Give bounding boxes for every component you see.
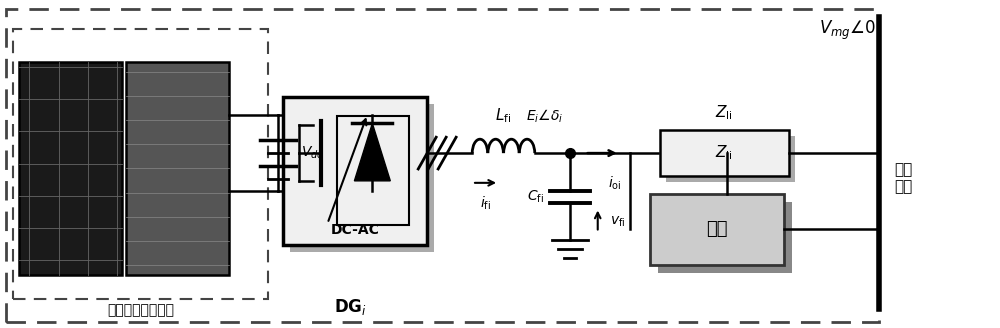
- Text: $v_{\mathrm{fi}}$: $v_{\mathrm{fi}}$: [610, 214, 625, 229]
- Text: $Z_{\mathrm{li}}$: $Z_{\mathrm{li}}$: [715, 144, 733, 162]
- Bar: [658, 202, 792, 273]
- Bar: [660, 130, 789, 176]
- Text: $C_{\mathrm{fi}}$: $C_{\mathrm{fi}}$: [527, 189, 544, 205]
- Text: 加载: 加载: [706, 220, 728, 238]
- Text: 交流
每线: 交流 每线: [894, 162, 912, 194]
- Polygon shape: [354, 123, 390, 181]
- Bar: [650, 194, 784, 265]
- Bar: [283, 96, 427, 245]
- Text: $V_{dc}$: $V_{dc}$: [301, 145, 323, 161]
- Bar: [6, 9, 879, 322]
- Text: $i_{\mathrm{oi}}$: $i_{\mathrm{oi}}$: [608, 175, 621, 192]
- Text: DC-AC: DC-AC: [330, 223, 379, 237]
- Text: $i_{\mathrm{fi}}$: $i_{\mathrm{fi}}$: [480, 195, 491, 212]
- Bar: [337, 116, 409, 225]
- Bar: [666, 136, 795, 182]
- Text: $V_{mg}\angle 0$: $V_{mg}\angle 0$: [819, 19, 876, 42]
- Bar: [19, 62, 122, 275]
- Text: $\mathbf{DG}_i$: $\mathbf{DG}_i$: [334, 297, 367, 317]
- Bar: [290, 104, 434, 252]
- Bar: [13, 29, 268, 299]
- Bar: [126, 62, 229, 275]
- Text: 可再生电源和电池: 可再生电源和电池: [107, 303, 174, 317]
- Text: $Z_{\mathrm{li}}$: $Z_{\mathrm{li}}$: [715, 104, 733, 122]
- Text: $E_i\angle\delta_i$: $E_i\angle\delta_i$: [526, 108, 564, 125]
- Text: $L_{\mathrm{fi}}$: $L_{\mathrm{fi}}$: [495, 107, 512, 125]
